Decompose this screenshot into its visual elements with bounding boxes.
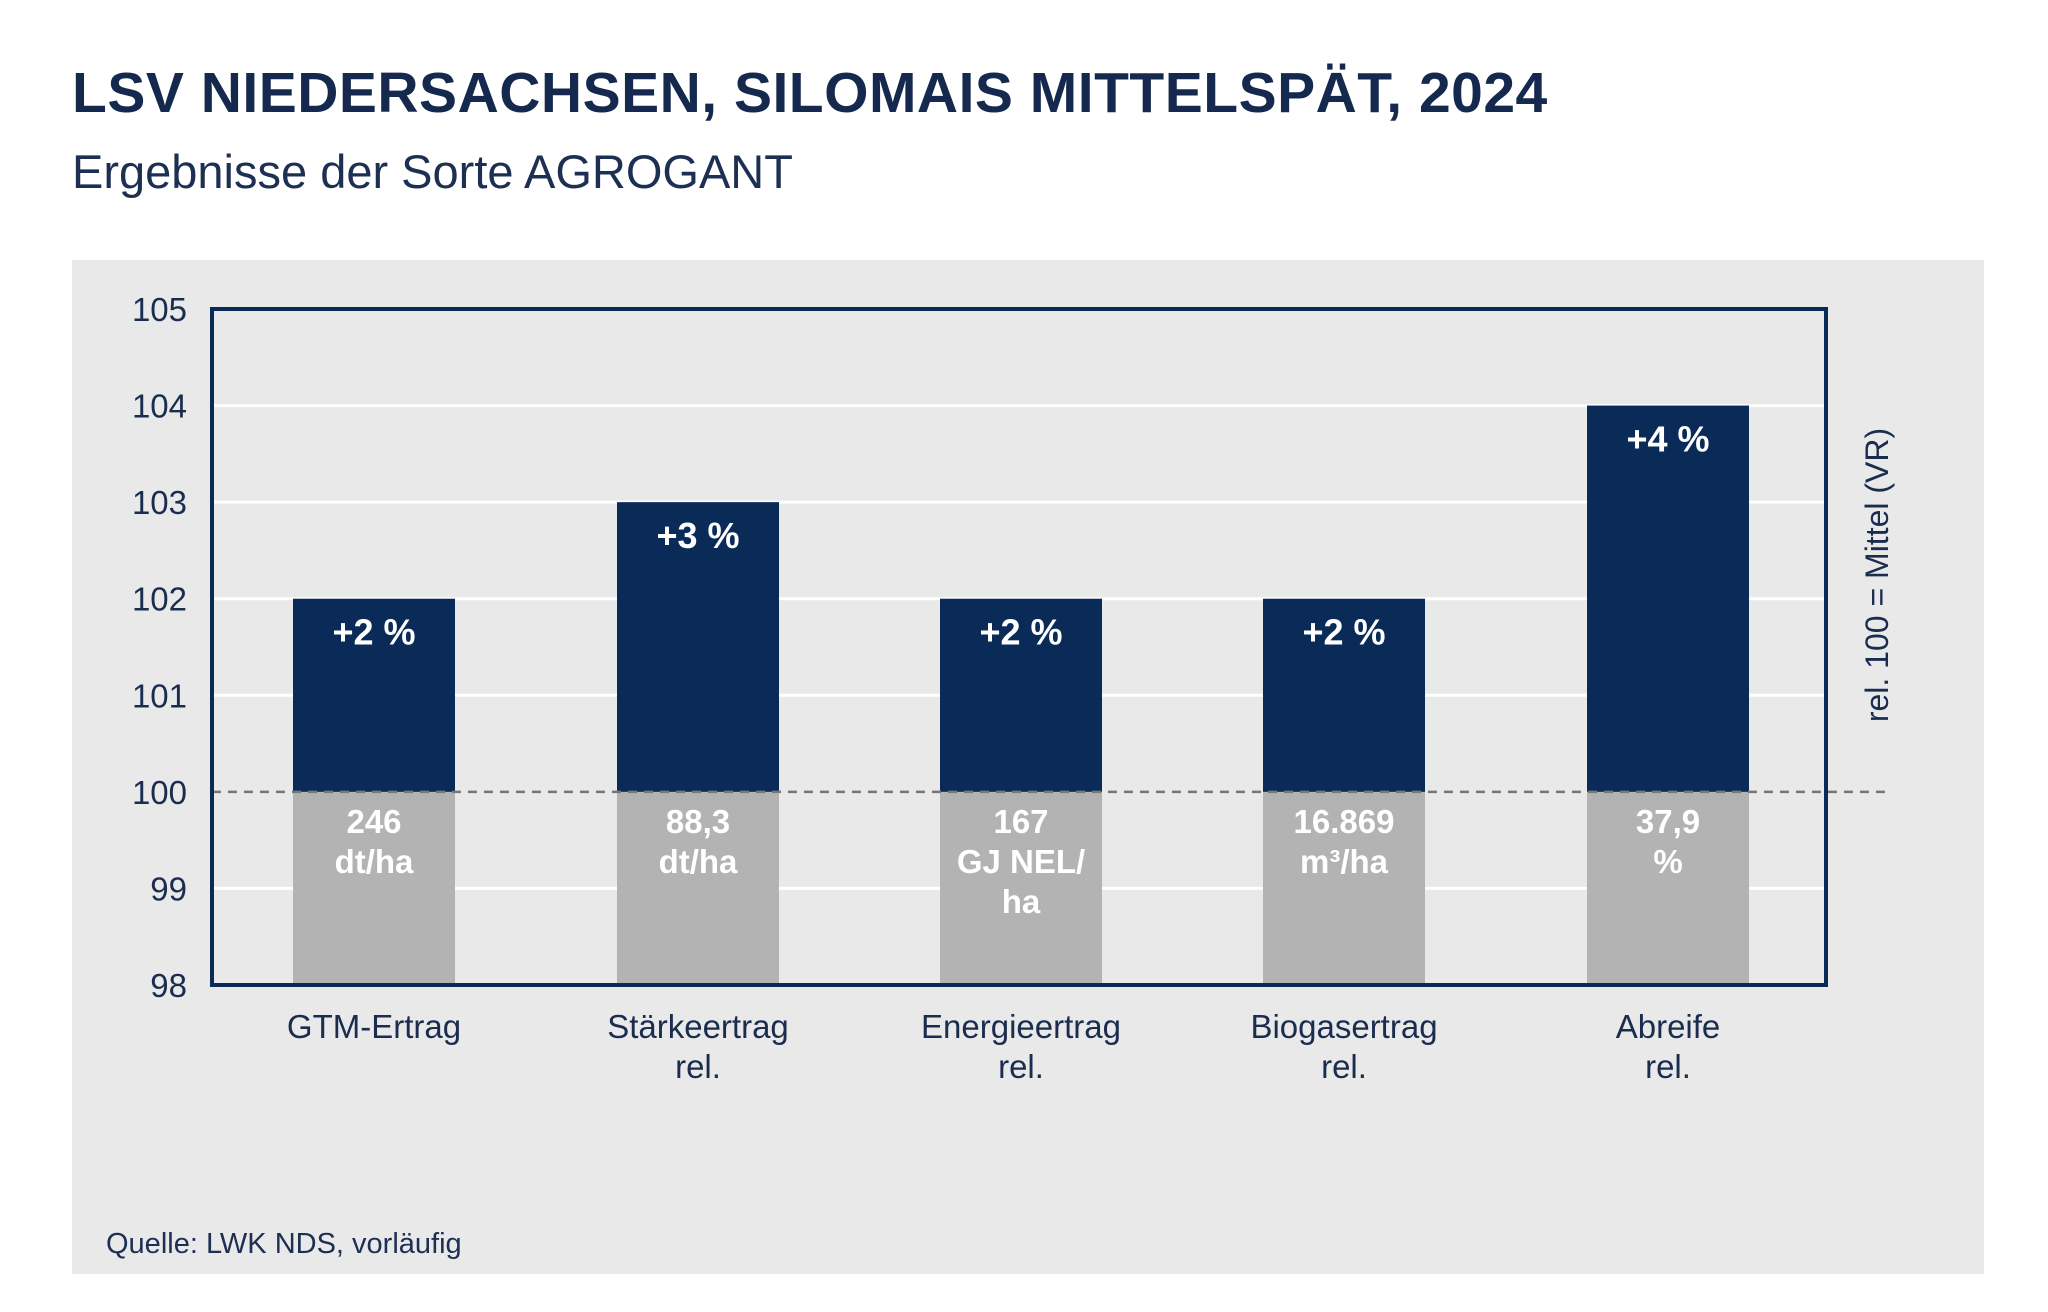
bar-absolute-label: GJ NEL/: [957, 843, 1085, 880]
bar-absolute-label: dt/ha: [335, 843, 414, 880]
x-tick-label: Energieertrag: [921, 1008, 1121, 1045]
y-tick-label: 100: [132, 774, 187, 811]
bar-below-baseline: [1587, 791, 1749, 985]
bar-absolute-label: 167: [993, 803, 1048, 840]
bar-absolute-label: 37,9: [1636, 803, 1700, 840]
x-axis-categories: GTM-Ertrag Stärkeertragrel.Energieertragr…: [287, 1008, 1720, 1085]
y-tick-label: 104: [132, 388, 187, 425]
bar-absolute-label: ha: [1002, 883, 1041, 920]
y-tick-label: 98: [150, 967, 187, 1004]
x-tick-label: Stärkeertrag: [607, 1008, 789, 1045]
chart-subtitle: Ergebnisse der Sorte AGROGANT: [72, 145, 793, 198]
bar-below-baseline: [617, 791, 779, 985]
bar-absolute-label: %: [1653, 843, 1682, 880]
y-tick-label: 102: [132, 581, 187, 618]
x-tick-label: Biogasertrag: [1250, 1008, 1437, 1045]
bar-absolute-label: 246: [346, 803, 401, 840]
bar-percent-label: +3 %: [656, 515, 739, 556]
bar-below-baseline: [1263, 791, 1425, 985]
x-tick-label: GTM-Ertrag: [287, 1008, 461, 1045]
bar-value: [617, 502, 779, 792]
y-axis-ticks: 98 99 100 101 102 103 104 105: [132, 291, 187, 1004]
right-axis-label: rel. 100 = Mittel (VR): [1859, 428, 1895, 722]
x-tick-label: rel.: [675, 1048, 721, 1085]
bar-absolute-label: dt/ha: [659, 843, 738, 880]
bar-value: [293, 598, 455, 792]
bar-absolute-label: m³/ha: [1300, 843, 1389, 880]
x-tick-label: rel.: [1645, 1048, 1691, 1085]
x-tick-label: Abreife: [1616, 1008, 1721, 1045]
x-tick-label: rel.: [1321, 1048, 1367, 1085]
frame-border: [210, 307, 1828, 987]
y-tick-label: 103: [132, 484, 187, 521]
bar-value: [1263, 598, 1425, 792]
plot-frame: [210, 307, 1828, 987]
y-tick-label: 101: [132, 677, 187, 714]
bar-value: [940, 598, 1102, 792]
bar-percent-label: +4 %: [1626, 419, 1709, 460]
bars: [293, 405, 1749, 985]
bar-percent-label: +2 %: [979, 612, 1062, 653]
bar-percent-label: +2 %: [332, 612, 415, 653]
bar-absolute-label: 16.869: [1294, 803, 1395, 840]
bar-percent-label: +2 %: [1302, 612, 1385, 653]
chart-title: LSV NIEDERSACHSEN, SILOMAIS MITTELSPÄT, …: [72, 61, 1548, 125]
y-tick-label: 105: [132, 291, 187, 328]
bar-absolute-label: 88,3: [666, 803, 730, 840]
y-tick-label: 99: [150, 870, 187, 907]
source-note: Quelle: LWK NDS, vorläufig: [106, 1228, 462, 1260]
x-tick-label: rel.: [998, 1048, 1044, 1085]
bar-below-baseline: [940, 791, 1102, 985]
bar-below-baseline: [293, 791, 455, 985]
bar-value: [1587, 405, 1749, 792]
